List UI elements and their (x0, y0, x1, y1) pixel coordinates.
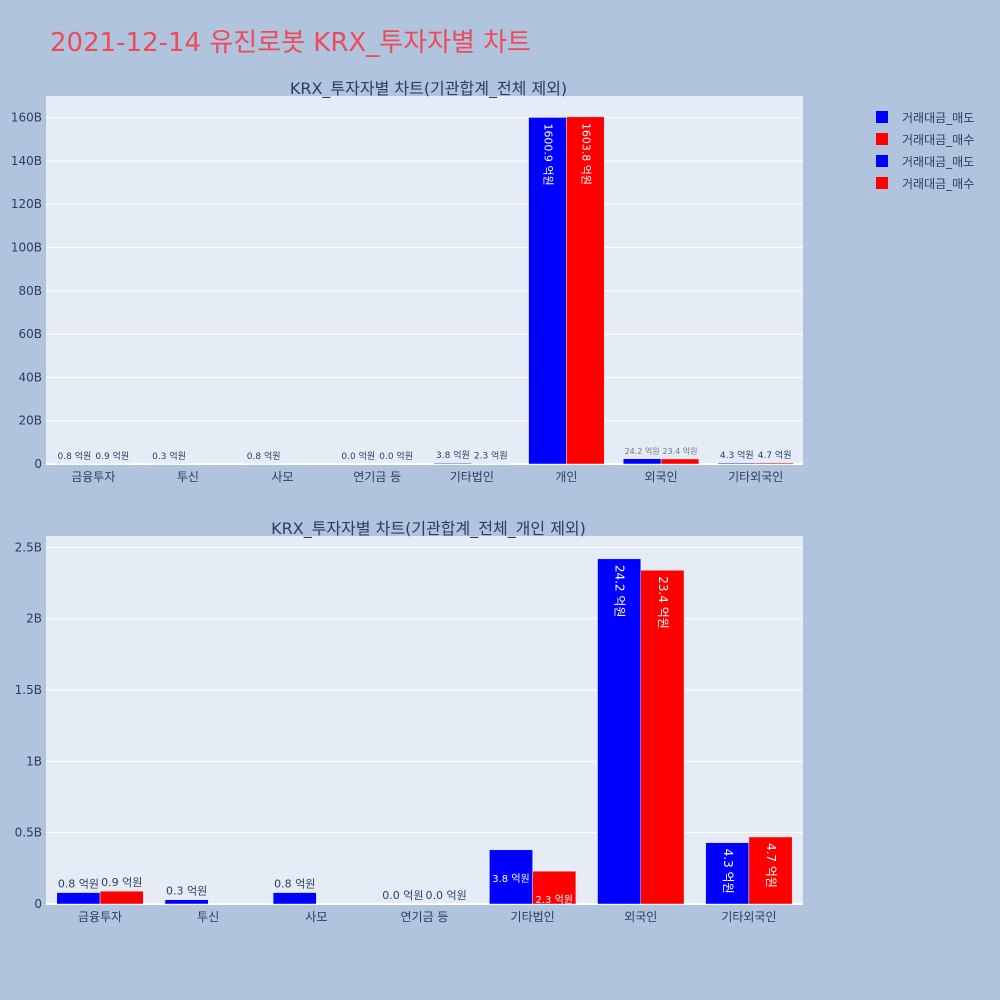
bar-sell (272, 892, 317, 905)
data-label: 2.3 억원 (536, 894, 573, 906)
x-tick-label: 금융투자 (78, 910, 122, 924)
data-label: 0.0 억원 (382, 889, 423, 902)
data-label: 23.4 억원 (662, 446, 697, 456)
y-tick-label: 80B (18, 284, 42, 298)
y-tick-label: 0.5B (15, 826, 42, 840)
legend-label: 거래대금_매도 (902, 154, 975, 169)
y-tick-label: 1B (26, 754, 42, 768)
y-tick-label: 20B (18, 414, 42, 428)
data-label: 0.8 억원 (247, 450, 281, 462)
data-label: 0.0 억원 (426, 889, 467, 902)
legend-swatch (876, 133, 888, 145)
bar-sell (489, 849, 533, 905)
x-tick-label: 연기금 등 (401, 910, 449, 924)
bar-sell (164, 899, 209, 905)
y-tick-label: 2B (26, 612, 42, 626)
bar-sell (433, 462, 473, 465)
data-label: 24.2 억원 (613, 565, 627, 618)
data-label: 3.8 억원 (436, 449, 470, 461)
x-tick-label: 외국인 (624, 910, 657, 924)
bar-sell (705, 842, 750, 905)
data-label: 0.3 억원 (152, 450, 186, 462)
data-label: 1600.9 억원 (542, 123, 555, 185)
data-label: 4.7 억원 (758, 449, 792, 461)
legend-label: 거래대금_매수 (902, 132, 975, 147)
y-tick-label: 140B (11, 154, 42, 168)
data-label: 4.3 억원 (720, 449, 754, 461)
legend: 거래대금_매도 거래대금_매수 거래대금_매도 거래대금_매수 (876, 106, 974, 194)
data-label: 3.8 억원 (492, 873, 529, 885)
y-tick-label: 40B (18, 370, 42, 384)
x-tick-label: 기타법인 (511, 910, 555, 924)
bar-buy (640, 569, 685, 905)
bar-sell (56, 892, 101, 905)
x-tick-label: 사모 (305, 910, 327, 924)
legend-swatch (876, 177, 888, 189)
data-label: 24.2 억원 (625, 446, 660, 456)
data-label: 0.0 억원 (341, 450, 375, 462)
y-tick-label: 0 (34, 897, 42, 911)
x-tick-label: 연기금 등 (353, 470, 401, 484)
plot-area (46, 96, 803, 464)
y-tick-label: 60B (18, 327, 42, 341)
data-label: 0.3 억원 (166, 885, 207, 898)
data-label: 4.3 억원 (721, 849, 735, 894)
bar-sell (717, 462, 756, 465)
data-label: 2.3 억원 (474, 450, 508, 462)
x-tick-label: 기타외국인 (728, 470, 783, 484)
legend-swatch (876, 111, 888, 123)
chart-title: KRX_투자자별 차트(기관합계_전체_개인 제외) (271, 519, 586, 539)
plot-area (46, 536, 803, 904)
legend-swatch (876, 155, 888, 167)
legend-label: 거래대금_매도 (902, 110, 975, 125)
page-title: 2021-12-14 유진로봇 KRX_투자자별 차트 (50, 28, 532, 58)
chart-title: KRX_투자자별 차트(기관합계_전체 제외) (290, 79, 567, 99)
y-tick-label: 120B (11, 197, 42, 211)
data-label: 1603.8 억원 (579, 123, 592, 185)
y-tick-label: 1.5B (15, 683, 42, 697)
y-tick-label: 160B (11, 111, 42, 125)
legend-item[interactable]: 거래대금_매수 (876, 172, 974, 194)
chart-2: 0 0.5B 1B 1.5B 2B 2.5B KRX_투자자별 차트(기관합계_전체_개인 … (15, 519, 803, 924)
x-tick-label: 개인 (555, 470, 577, 484)
x-tick-label: 금융투자 (71, 470, 115, 484)
legend-item[interactable]: 거래대금_매수 (876, 128, 974, 150)
y-tick-label: 100B (11, 241, 42, 255)
legend-item[interactable]: 거래대금_매도 (876, 150, 974, 172)
bar-buy (99, 890, 144, 905)
x-tick-label: 기타외국인 (721, 910, 776, 924)
bar-buy (532, 870, 577, 905)
data-label: 0.9 억원 (95, 450, 129, 462)
data-label: 23.4 억원 (656, 576, 670, 629)
legend-label: 거래대금_매수 (902, 176, 975, 191)
data-label: 0.8 억원 (274, 878, 315, 891)
y-tick-label: 2.5B (15, 540, 42, 554)
bar-buy (566, 116, 605, 465)
bar-buy (660, 458, 700, 465)
x-tick-label: 투신 (197, 910, 219, 924)
bar-buy (748, 836, 793, 905)
data-label: 0.8 억원 (58, 450, 92, 462)
bar-sell (528, 117, 567, 465)
data-label: 4.7 억원 (764, 843, 778, 888)
legend-item[interactable]: 거래대금_매도 (876, 106, 974, 128)
bar-buy (755, 462, 794, 465)
chart-1: 0 20B 40B 60B 80B 100B 120B 140B 160B KRX_투자자별 차트… (11, 79, 803, 484)
bar-sell (622, 458, 662, 465)
x-tick-label: 사모 (272, 470, 294, 484)
y-tick-label: 0 (34, 457, 42, 471)
x-tick-label: 외국인 (645, 470, 678, 484)
x-tick-label: 투신 (177, 470, 199, 484)
x-tick-label: 기타법인 (450, 470, 494, 484)
data-label: 0.9 억원 (101, 876, 142, 889)
data-label: 0.0 억원 (379, 450, 413, 462)
data-label: 0.8 억원 (58, 878, 99, 891)
